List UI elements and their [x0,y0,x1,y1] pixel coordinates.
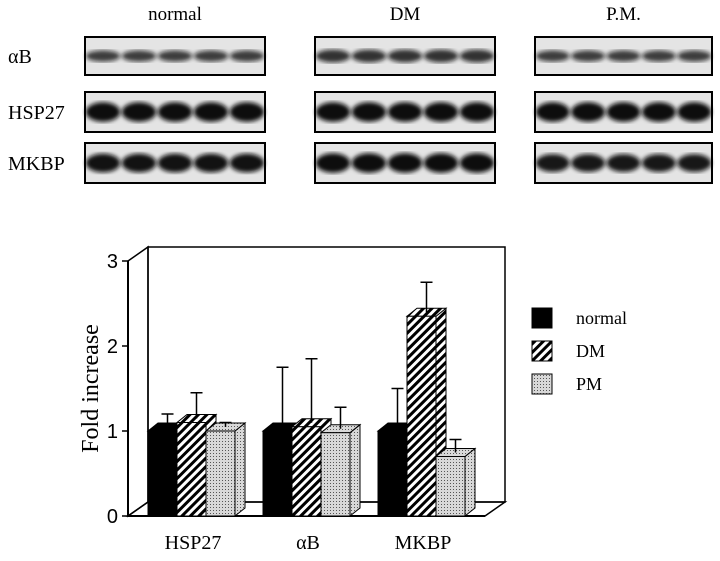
blot-band [193,102,229,122]
legend-swatch [531,307,553,329]
western-blots: normal DM P.M. αB HSP27 MKBP [8,4,713,184]
blot-band [423,49,459,63]
error-bar [420,281,433,313]
blot-band [351,153,387,173]
y-tick-label: 1 [107,421,118,443]
error-bar [305,358,318,423]
legend-label: DM [576,341,605,361]
bar-chart: 0 1 2 3 Fold increase HSP27 αB MKBP normal DM PM [78,245,627,554]
blot-band [677,154,712,172]
error-bar [219,421,232,427]
blot-band [193,153,229,173]
blot-band [606,154,641,172]
blot-band [641,154,676,172]
blot-band [677,102,712,122]
blot-band [387,153,423,173]
error-bar [276,366,289,427]
blot-band [351,49,387,63]
blot-band [85,102,121,122]
legend-swatch [531,373,553,395]
y-axis-title: Fold increase [78,324,104,453]
blot-band [606,102,641,122]
blot-band [387,49,423,63]
blot-band [571,154,606,172]
blot-band [641,102,676,122]
blot-band [459,153,495,173]
bar [320,432,351,517]
bar [291,426,322,517]
error-bar [391,387,404,427]
blot-band [571,50,606,62]
error-bar [161,413,174,427]
blot-band [535,102,570,122]
blot-band [229,50,265,62]
bar [406,315,437,517]
blot-band [677,50,712,62]
blot-band [157,102,193,122]
error-bar [449,438,462,453]
blot-band [121,153,157,173]
blot-band [121,50,157,62]
side-wall [127,245,149,518]
y-tick-label: 3 [107,251,118,273]
y-tick-label: 0 [107,506,118,528]
legend-swatch [531,340,553,362]
bar-side [234,421,246,518]
blot-band [606,50,641,62]
blot-band [157,153,193,173]
blot-band [315,49,351,63]
error-bar [334,406,347,429]
blot-band [229,153,265,173]
bar-side [349,423,361,518]
blot-band [157,50,193,62]
blot-row-label: αB [8,46,32,68]
y-tick-label: 2 [107,336,118,358]
blot-row-label: MKBP [8,153,65,175]
x-tick-label: αB [296,532,320,554]
blot-band [459,49,495,63]
blot-column-label: P.M. [606,4,641,25]
bar [262,430,293,517]
blot-band [121,102,157,122]
legend-label: PM [576,374,602,394]
blot-band [229,102,265,122]
blot-row-label: HSP27 [8,102,65,124]
blot-band [535,154,570,172]
blot-band [459,102,495,122]
x-tick-label: MKBP [395,532,452,554]
blot-column-label: normal [148,4,202,25]
bar [205,430,236,517]
blot-band [423,153,459,173]
blot-band [387,102,423,122]
blot-band [423,102,459,122]
blot-band [571,102,606,122]
bar [176,422,207,517]
blot-band [641,50,676,62]
error-bar [190,392,203,419]
bar [147,430,178,517]
legend-label: normal [576,308,627,328]
blot-band [315,153,351,173]
blot-band [351,102,387,122]
x-tick-label: HSP27 [165,532,222,554]
blot-column-label: DM [390,4,421,25]
blot-band [315,102,351,122]
bar-side [464,447,476,518]
blot-band [535,50,570,62]
blot-band [193,50,229,62]
blot-band [85,153,121,173]
bar [377,430,408,517]
blot-band [85,50,121,62]
bar [435,456,466,517]
